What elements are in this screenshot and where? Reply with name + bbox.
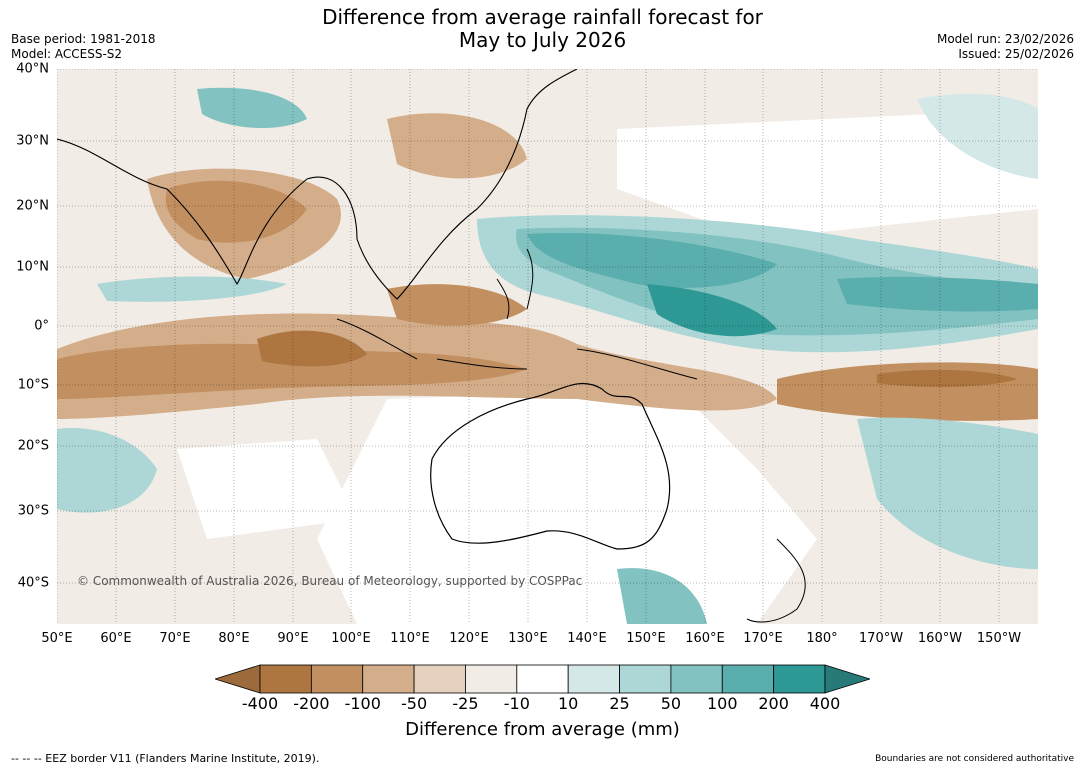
colorbar-swatch [721,664,775,694]
title-line-2: May to July 2026 [458,28,627,52]
lon-label: 180° [806,631,838,646]
lon-label: 160°W [917,631,963,646]
lon-label: 60°E [100,631,132,646]
colorbar-swatch [413,664,466,694]
lon-label: 170°W [858,631,904,646]
lat-label: 10°N [16,259,49,275]
lon-label: 70°E [159,631,191,646]
lon-label: 150°W [976,631,1022,646]
new-zealand-coastline [746,538,806,623]
graticule [57,69,1038,624]
wet-southwest-pacific [857,417,1038,569]
lon-label: 90°E [277,631,309,646]
meta-left: Base period: 1981-2018 Model: ACCESS-S2 [11,32,156,62]
model-run: Model run: 23/02/2026 [936,32,1074,46]
asia-coastline [57,69,578,300]
colorbar-tick-label: 25 [609,694,630,713]
colorbar-tick-label: -10 [503,694,530,713]
colorbar-tick-label: 50 [660,694,682,713]
colorbar-high-arrow [824,664,870,694]
rainfall-anomaly-map [57,69,1038,624]
wet-tasman [617,568,707,624]
colorbar-swatch [670,664,723,694]
lat-label: 30°N [16,133,49,149]
meta-right: Model run: 23/02/2026 Issued: 25/02/2026 [937,32,1074,62]
issued-date: Issued: 25/02/2026 [958,47,1074,61]
dry-china [387,113,527,179]
colorbar-tick-label: 10 [557,694,579,713]
white-zone-australia [317,389,817,624]
lat-label: 20°S [17,438,49,454]
wet-arabian-sea [97,276,287,302]
lon-label: 50°E [41,631,73,646]
white-zone-indian-ocean [177,439,357,539]
colorbar-tick-label: -100 [344,694,381,713]
lon-label: 170°E [743,631,783,646]
australia-coastline [430,383,671,550]
wet-peak-philippine-sea [527,233,777,288]
copyright-notice: © Commonwealth of Australia 2026, Bureau… [77,574,583,588]
colorbar-tick-label: 100 [706,694,738,713]
colorbar-swatch [310,664,364,694]
lon-label: 130°E [508,631,548,646]
colorbar-swatch [259,664,312,694]
colorbar-low-arrow [215,664,261,694]
title-line-1: Difference from average rainfall forecas… [322,5,763,29]
lat-label: 10°S [17,377,49,393]
dry-borneo [387,284,527,326]
colorbar [215,664,870,694]
lon-label: 80°E [218,631,250,646]
colorbar-swatch [619,664,672,694]
colorbar-tick-label: 400 [809,694,841,713]
lon-label: 160°E [685,631,725,646]
model-name: Model: ACCESS-S2 [11,47,123,61]
colorbar-swatch [465,664,518,694]
lat-label: 40°S [17,575,49,591]
lon-label: 100°E [331,631,371,646]
colorbar-swatch [362,664,415,694]
dry-core-india [165,180,307,243]
base-period: Base period: 1981-2018 [11,32,156,46]
colorbar-swatch [773,664,826,694]
wet-himalaya [197,87,307,129]
wet-band-central-pacific [837,276,1038,312]
lat-label: 40°N [16,61,49,77]
wet-south-indian-ocean [57,428,157,513]
lon-label: 140°E [567,631,607,646]
white-zone-north-pacific [617,109,1038,239]
lon-label: 150°E [626,631,666,646]
wet-north-pacific-edge [917,93,1038,179]
eez-footnote: -- -- -- EEZ border V11 (Flanders Marine… [11,752,320,765]
colorbar-swatch [516,664,569,694]
indonesia-coastline [336,318,528,370]
lat-label: 20°N [16,198,49,214]
wet-max-west-pacific [647,284,777,337]
lat-label: 30°S [17,503,49,519]
dry-core-south-pacific [877,369,1017,388]
colorbar-tick-label: -25 [452,694,479,713]
colorbar-tick-label: -200 [293,694,330,713]
colorbar-swatch [567,664,620,694]
new-guinea-coastline [576,348,698,380]
boundary-disclaimer: Boundaries are not considered authoritat… [875,754,1074,764]
colorbar-tick-label: -50 [401,694,428,713]
colorbar-tick-label: -400 [241,694,279,713]
lat-label: 0° [34,318,49,334]
philippines-coastline [496,248,534,320]
lon-label: 120°E [449,631,489,646]
colorbar-tick-label: 200 [758,694,789,713]
colorbar-label: Difference from average (mm) [405,719,680,740]
dry-peak-sumatra [257,330,367,367]
lon-label: 110°E [390,631,430,646]
